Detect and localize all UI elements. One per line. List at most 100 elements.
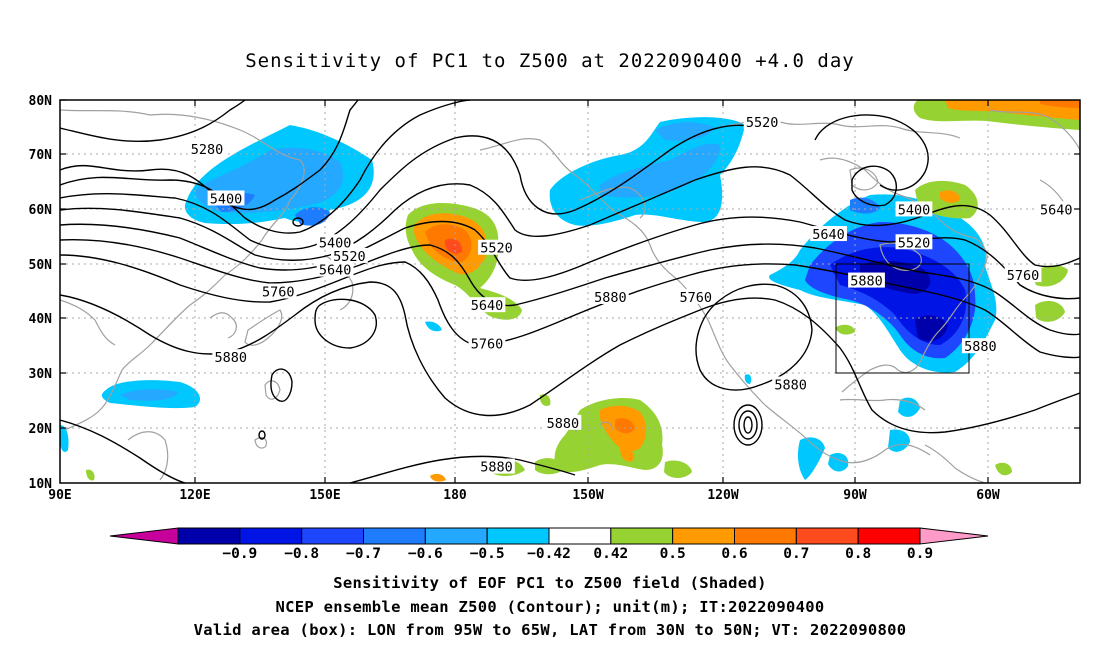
contour-label-bg <box>259 283 297 299</box>
contour-label: 5760 <box>468 335 506 352</box>
contour-label-text: 5760 <box>1007 268 1040 284</box>
caption-contour: NCEP ensemble mean Z500 (Contour); unit(… <box>275 598 825 616</box>
contour-label: 5640 <box>1037 201 1075 218</box>
contour-label: 5400 <box>895 201 933 218</box>
contour-label-text: 5760 <box>262 285 295 301</box>
contour-label-bg <box>1004 267 1042 283</box>
colorbar-segment <box>734 527 797 545</box>
caption-valid-area: Valid area (box): LON from 95W to 65W, L… <box>193 621 907 639</box>
grid-lines <box>60 100 1080 483</box>
lon-label: 90E <box>48 488 71 503</box>
contour-label: 5880 <box>212 349 250 366</box>
contour-label: 5520 <box>478 239 515 257</box>
contour-label-bg <box>1037 201 1075 217</box>
colorbar <box>109 527 989 545</box>
contour-label-text: 5880 <box>480 460 513 476</box>
contour-label: 5280 <box>188 141 226 158</box>
lon-label: 120E <box>179 488 210 503</box>
caption-shaded: Sensitivity of EOF PC1 to Z500 field (Sh… <box>333 574 767 592</box>
contour-label-bg <box>544 414 582 430</box>
lon-label: 180 <box>443 488 467 503</box>
contour-label: 5400 <box>207 190 245 207</box>
colorbar-max-extend <box>919 527 989 545</box>
lat-label: 50N <box>29 258 53 273</box>
lat-label: 20N <box>29 422 53 437</box>
colorbar-segment <box>795 527 859 545</box>
contour-label-text: 5880 <box>964 339 997 355</box>
lat-label: 30N <box>29 367 53 382</box>
contour-label-bg <box>212 349 250 365</box>
z500-contours <box>60 100 1080 483</box>
colorbar-tick-label: 0.8 <box>845 546 871 562</box>
contour-label-bg <box>468 335 506 351</box>
contour-label-text: 5640 <box>471 298 504 314</box>
contour-label-text: 5760 <box>679 290 712 306</box>
lon-label: 60W <box>976 488 1000 503</box>
colorbar-segment <box>486 527 550 545</box>
contour-label-bg <box>895 234 933 250</box>
lat-label: 80N <box>29 94 53 109</box>
colorbar-segment <box>610 527 674 545</box>
contour-label-bg <box>316 234 354 250</box>
colorbar-tick-label: −0.7 <box>346 546 381 562</box>
contour-label-text: 5520 <box>333 249 366 265</box>
contour-label-bg <box>330 247 368 263</box>
contour-label: 5640 <box>810 226 847 243</box>
contour-label-bg <box>848 272 885 288</box>
lon-label: 150E <box>309 488 340 503</box>
contour-label-bg <box>772 376 810 392</box>
contour-label: 5880 <box>848 272 885 290</box>
colorbar-tick-label: −0.5 <box>470 546 505 562</box>
contour-label-text: 5640 <box>1040 202 1073 218</box>
colorbar-segment <box>363 527 426 545</box>
contour-label-text: 5400 <box>319 235 352 251</box>
contour-label: 5880 <box>961 338 999 355</box>
contour-label: 5520 <box>330 247 368 265</box>
contour-label: 5520 <box>743 113 781 131</box>
lat-label: 40N <box>29 312 53 327</box>
colorbar-tick-label: −0.42 <box>527 546 571 562</box>
contour-label-bg <box>478 458 515 474</box>
contour-label-text: 5880 <box>547 416 580 432</box>
contour-label-text: 5880 <box>215 350 248 366</box>
contour-label: 5520 <box>895 234 933 251</box>
colorbar-tick-label: −0.8 <box>284 546 319 562</box>
contour-label-bg <box>810 226 847 242</box>
contour-label: 5400 <box>316 234 354 251</box>
contour-label-bg <box>188 141 226 157</box>
contour-label: 5880 <box>772 376 810 394</box>
contour-label-text: 5880 <box>594 290 627 306</box>
colorbar-tick-label: 0.5 <box>660 546 686 562</box>
contour-label-bg <box>895 201 933 217</box>
contour-label-text: 5880 <box>774 378 807 394</box>
contour-label-bg <box>677 288 715 304</box>
colorbar-segment <box>672 527 736 545</box>
lat-label: 70N <box>29 148 53 163</box>
contour-label: 5880 <box>591 288 629 306</box>
contour-label-bg <box>591 288 629 304</box>
contour-label-bg <box>207 190 245 206</box>
contour-label: 5880 <box>478 458 515 476</box>
tick-marks <box>60 99 1080 483</box>
contour-label-text: 5400 <box>898 202 931 218</box>
contour-label-bg <box>316 261 354 277</box>
contour-label-text: 5520 <box>898 235 931 251</box>
contour-label: 5760 <box>1004 267 1042 284</box>
colorbar-tick-label: 0.9 <box>907 546 933 562</box>
contour-label-bg <box>743 113 781 129</box>
colorbar-tick-label: −0.9 <box>222 546 257 562</box>
colorbar-segment <box>301 527 364 545</box>
contour-label: 5640 <box>468 297 506 314</box>
colorbar-segment <box>857 527 921 545</box>
contour-label-text: 5640 <box>812 227 845 243</box>
contour-label-text: 5520 <box>746 115 779 131</box>
colorbar-tick-label: −0.6 <box>408 546 443 562</box>
contour-label: 5760 <box>677 288 715 306</box>
colorbar-tick-label: 0.42 <box>593 546 628 562</box>
lon-label: 90W <box>843 488 867 503</box>
contour-label-text: 5880 <box>850 274 883 290</box>
plot-frame <box>59 99 1081 484</box>
colorbar-min-extend <box>109 527 179 545</box>
map-title: Sensitivity of PC1 to Z500 at 2022090400… <box>245 50 855 72</box>
